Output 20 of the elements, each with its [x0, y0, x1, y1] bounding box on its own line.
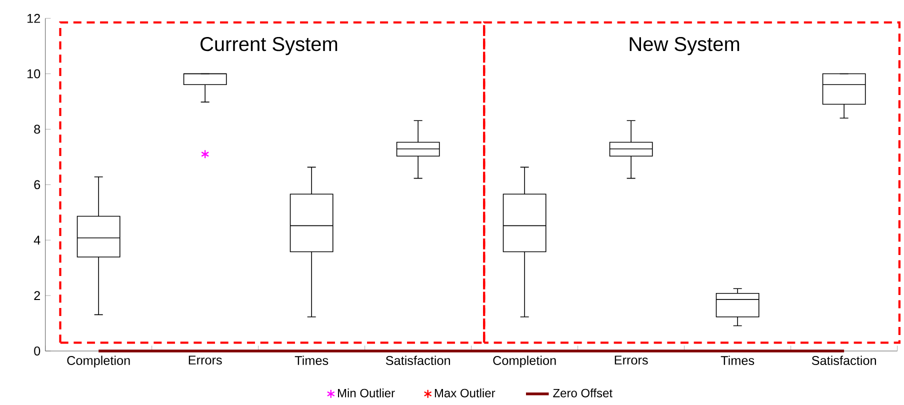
legend-label: Zero Offset: [553, 388, 612, 398]
y-tick-label: 0: [34, 346, 40, 356]
legend-label: Max Outlier: [434, 388, 496, 398]
y-tick-label: 4: [34, 236, 40, 244]
x-tick-label: Satisfaction: [812, 356, 876, 366]
legend-label: Min Outlier: [338, 388, 395, 398]
y-tick-label: 12: [28, 14, 40, 23]
y-tick-label: 8: [34, 124, 40, 134]
x-tick-label: Errors: [188, 356, 222, 365]
y-tick-label: 10: [28, 69, 40, 78]
annotation: Current System: [200, 36, 338, 56]
y-tick-label: 2: [34, 291, 40, 300]
x-tick-label: Times: [720, 356, 754, 366]
x-tick-label: Times: [294, 356, 328, 366]
x-tick-label: Errors: [614, 356, 648, 365]
annotation: New System: [630, 36, 740, 56]
x-tick-label: Completion: [67, 356, 130, 368]
x-tick-label: Satisfaction: [386, 356, 450, 366]
y-tick-label: 6: [34, 180, 40, 190]
x-tick-label: Completion: [493, 356, 556, 368]
